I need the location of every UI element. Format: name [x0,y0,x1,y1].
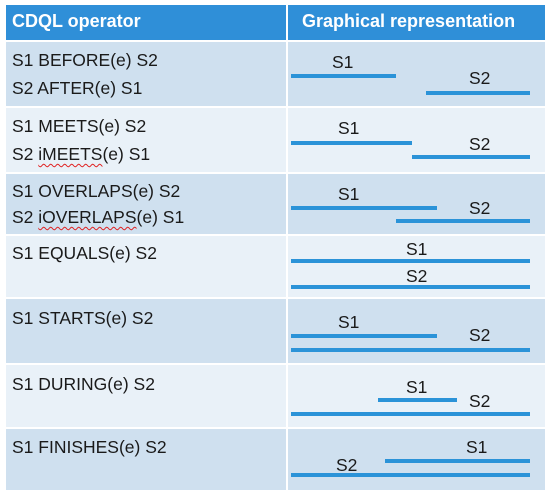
s1-label: S1 [338,184,360,204]
operator-cell: S1 OVERLAPS(e) S2 S2 iOVERLAPS(e) S1 [6,174,288,234]
s1-bar [378,398,457,402]
header-graphical-label: Graphical representation [302,11,516,31]
row-divider [6,427,545,429]
row-divider [6,363,545,365]
operator-line: S1 FINISHES(e) S2 [12,437,167,457]
s2-bar [291,473,530,477]
s1-label: S1 [332,52,354,72]
table-row-equals: S1 EQUALS(e) S2 S1 S2 [6,236,545,297]
s2-label: S2 [469,134,491,154]
operator-cell: S1 EQUALS(e) S2 [6,236,288,297]
s1-bar [385,459,530,463]
s2-bar [426,91,530,95]
table-row-during: S1 DURING(e) S2 S1 S2 [6,365,545,427]
s2-label: S2 [469,391,491,411]
table-row-overlaps: S1 OVERLAPS(e) S2 S2 iOVERLAPS(e) S1 S1 … [6,174,545,234]
allen-relations-table: CDQL operator Graphical representation S… [6,5,545,490]
table-row-meets: S1 MEETS(e) S2 S2 iMEETS(e) S1 S1 S2 [6,108,545,172]
s2-bar [396,219,530,223]
operator-line: S1 EQUALS(e) S2 [12,243,157,263]
s2-label: S2 [469,325,491,345]
row-divider [6,172,545,174]
s2-label: S2 [336,455,358,475]
table-row-finishes: S1 FINISHES(e) S2 S1 S2 [6,429,545,490]
s1-bar [291,74,396,78]
operator-cell: S1 FINISHES(e) S2 [6,429,288,490]
s1-label: S1 [338,312,360,332]
s2-bar [291,285,530,289]
s2-label: S2 [406,266,428,286]
s1-label: S1 [338,118,360,138]
operator-line: S1 OVERLAPS(e) S2 [12,181,181,201]
header-operator-label: CDQL operator [12,11,141,31]
row-divider [6,297,545,299]
s1-bar [291,206,437,210]
s1-label: S1 [406,239,428,259]
s2-label: S2 [469,198,491,218]
operator-line: S2 iMEETS(e) S1 [12,144,151,164]
s1-bar [291,259,530,263]
header-operator-cell: CDQL operator [6,5,288,40]
s2-bar [291,348,530,352]
s1-label: S1 [466,437,488,457]
operator-line: S1 DURING(e) S2 [12,374,155,394]
operator-cell: S1 MEETS(e) S2 S2 iMEETS(e) S1 [6,108,288,172]
s2-label: S2 [469,68,491,88]
s1-bar [291,334,437,338]
s2-bar [291,412,530,416]
s1-label: S1 [406,377,428,397]
operator-cell: S1 BEFORE(e) S2 S2 AFTER(e) S1 [6,42,288,106]
operator-line: S1 STARTS(e) S2 [12,308,154,328]
operator-line: S1 MEETS(e) S2 [12,116,147,136]
operator-cell: S1 STARTS(e) S2 [6,299,288,363]
s1-bar [291,141,412,145]
operator-line: S2 iOVERLAPS(e) S1 [12,207,185,227]
table-row-starts: S1 STARTS(e) S2 S1 S2 [6,299,545,363]
table-header: CDQL operator Graphical representation [6,5,545,40]
s2-bar [412,155,530,159]
row-divider [6,106,545,108]
table-row-before: S1 BEFORE(e) S2 S2 AFTER(e) S1 S1 S2 [6,42,545,106]
operator-cell: S1 DURING(e) S2 [6,365,288,427]
operator-line: S1 BEFORE(e) S2 [12,50,158,70]
operator-line: S2 AFTER(e) S1 [12,78,143,98]
row-divider [6,234,545,236]
